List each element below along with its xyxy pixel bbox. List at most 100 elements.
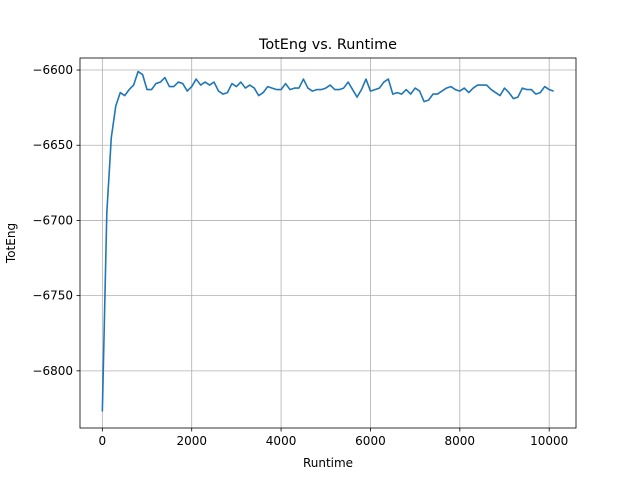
data-point (374, 89, 375, 90)
data-point (348, 81, 349, 82)
data-point (526, 89, 527, 90)
data-point (455, 89, 456, 90)
data-point (294, 87, 295, 88)
data-point (209, 84, 210, 85)
data-point (370, 90, 371, 91)
data-point (213, 81, 214, 82)
data-point (187, 90, 188, 91)
data-point (231, 83, 232, 84)
data-point (446, 87, 447, 88)
data-point (415, 87, 416, 88)
x-tick-label: 6000 (355, 434, 386, 448)
data-point (129, 89, 130, 90)
data-point (267, 86, 268, 87)
data-point (325, 87, 326, 88)
data-point (486, 84, 487, 85)
data-point (549, 89, 550, 90)
chart-title: TotEng vs. Runtime (258, 37, 397, 53)
data-point (303, 78, 304, 79)
data-point (522, 87, 523, 88)
data-point (191, 86, 192, 87)
data-point (196, 78, 197, 79)
data-point (410, 93, 411, 94)
x-tick-label: 8000 (445, 434, 476, 448)
gridlines (80, 58, 576, 428)
data-point (205, 81, 206, 82)
x-tick-label: 0 (99, 434, 107, 448)
data-point (258, 95, 259, 96)
data-point (459, 90, 460, 91)
data-point (388, 78, 389, 79)
data-point (142, 74, 143, 75)
x-tick-label: 10000 (530, 434, 568, 448)
data-point (450, 86, 451, 87)
data-point (401, 93, 402, 94)
data-point (397, 92, 398, 93)
data-point (280, 89, 281, 90)
data-point (517, 97, 518, 98)
data-point (432, 93, 433, 94)
data-point (173, 86, 174, 87)
data-point (115, 106, 116, 107)
data-point (352, 89, 353, 90)
data-point (508, 92, 509, 93)
plot-frame (79, 57, 577, 429)
series-line-0 (101, 70, 554, 412)
data-point (263, 92, 264, 93)
data-point (423, 101, 424, 102)
data-point (298, 87, 299, 88)
data-point (106, 212, 107, 213)
data-point (504, 87, 505, 88)
data-point (437, 93, 438, 94)
data-point (178, 81, 179, 82)
data-point (334, 89, 335, 90)
data-point (164, 77, 165, 78)
data-point (495, 92, 496, 93)
data-point (182, 83, 183, 84)
data-point (120, 92, 121, 93)
data-point (307, 87, 308, 88)
y-axis-title: TotEng (4, 223, 18, 264)
plot-series (101, 70, 554, 412)
data-point (544, 86, 545, 87)
data-point (276, 89, 277, 90)
data-point (499, 95, 500, 96)
data-point (146, 89, 147, 90)
data-point (428, 100, 429, 101)
data-point (540, 92, 541, 93)
data-point (513, 98, 514, 99)
data-point (339, 89, 340, 90)
data-point (361, 89, 362, 90)
data-point (379, 87, 380, 88)
data-point (343, 87, 344, 88)
y-tick-label: −6600 (32, 63, 73, 77)
data-point (477, 84, 478, 85)
data-point (468, 92, 469, 93)
y-tick-label: −6750 (32, 289, 73, 303)
data-point (133, 84, 134, 85)
data-point (124, 95, 125, 96)
y-tick-label: −6650 (32, 138, 73, 152)
x-tick-label: 2000 (176, 434, 207, 448)
data-point (535, 93, 536, 94)
data-point (356, 97, 357, 98)
x-axis-title: Runtime (303, 456, 353, 470)
data-point (272, 87, 273, 88)
data-point (285, 83, 286, 84)
data-point (473, 87, 474, 88)
data-point (151, 89, 152, 90)
data-point (249, 84, 250, 85)
data-point (289, 89, 290, 90)
data-point (482, 84, 483, 85)
data-point (330, 84, 331, 85)
data-point (254, 87, 255, 88)
y-axis-ticks: −6800 −6750 −6700 −6650 −6600 (32, 63, 80, 378)
data-point (406, 89, 407, 90)
data-point (200, 84, 201, 85)
x-tick-label: 4000 (266, 434, 297, 448)
data-point (155, 83, 156, 84)
x-axis-ticks: 0 2000 4000 6000 8000 10000 (99, 428, 568, 448)
data-point (245, 87, 246, 88)
